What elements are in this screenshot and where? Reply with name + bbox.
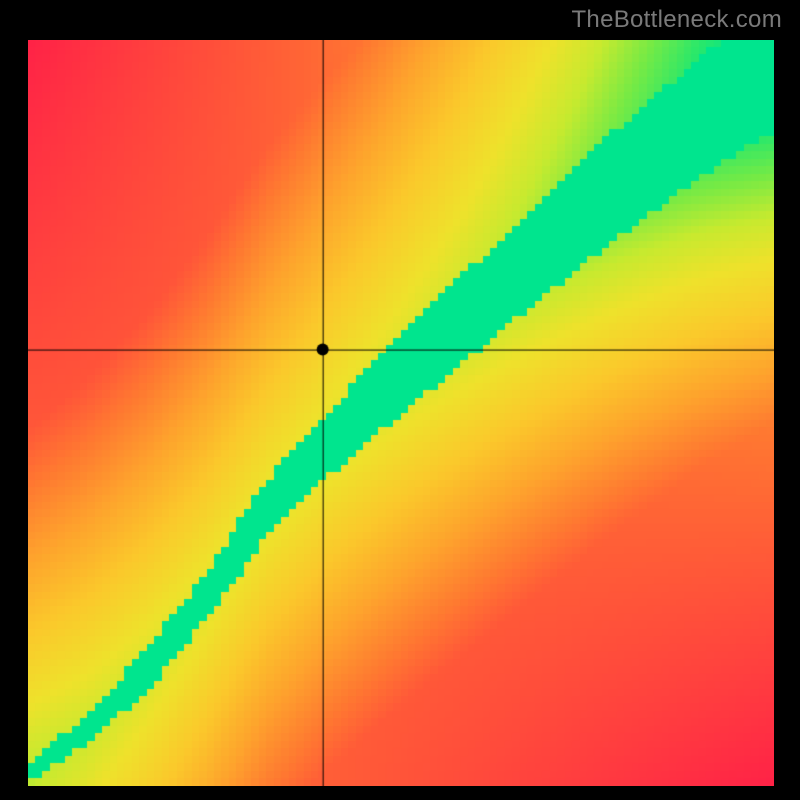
watermark-text: TheBottleneck.com [571, 6, 782, 34]
bottleneck-heatmap [28, 40, 774, 786]
